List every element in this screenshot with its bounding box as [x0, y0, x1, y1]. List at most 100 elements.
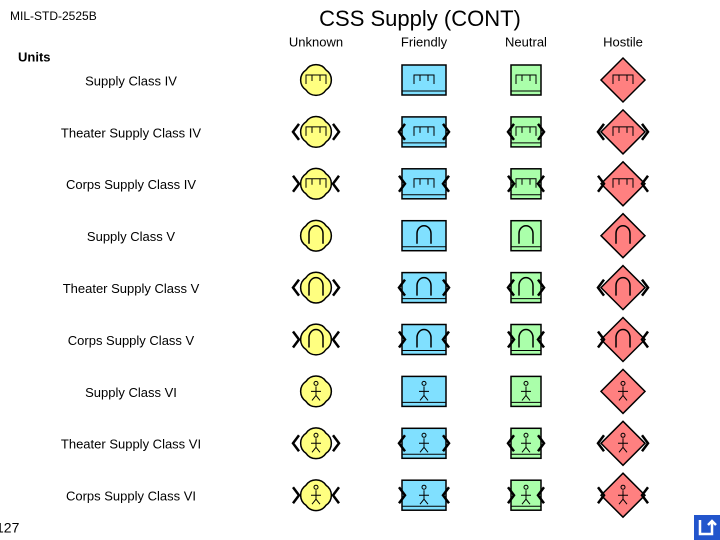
symbol — [510, 64, 542, 96]
class-iv-icon — [515, 126, 537, 136]
theater-modifier — [506, 123, 515, 141]
corps-modifier — [292, 175, 301, 193]
symbol — [599, 368, 647, 415]
button-icon[interactable] — [698, 519, 717, 536]
class-iv-icon — [305, 178, 327, 188]
corps-modifier — [507, 330, 516, 349]
corps-modifier — [507, 175, 516, 193]
class-iv-icon — [515, 74, 537, 84]
column-header: Unknown — [289, 34, 343, 49]
symbol — [506, 271, 546, 304]
symbol — [506, 427, 546, 460]
column-header: Hostile — [603, 34, 643, 49]
symbol — [292, 479, 340, 512]
slide-title: CSS Supply (CONT) — [319, 6, 521, 31]
theater-modifier — [641, 278, 650, 297]
row-label: Theater Supply Class VI — [61, 437, 201, 452]
symbol — [299, 375, 333, 408]
class-vi-icon — [311, 432, 321, 453]
symbol — [597, 160, 649, 207]
row-label: Corps Supply Class VI — [66, 489, 196, 504]
class-v-icon — [308, 328, 324, 348]
column-header: Friendly — [401, 34, 448, 49]
theater-modifier — [397, 278, 406, 297]
class-iv-icon — [612, 126, 634, 136]
class-vi-icon — [618, 432, 628, 453]
class-v-icon — [615, 225, 631, 244]
section-label: Units — [18, 49, 51, 64]
page-number: 127 — [0, 520, 20, 536]
theater-modifier — [506, 434, 515, 453]
theater-modifier — [397, 434, 406, 453]
corps-modifier — [398, 486, 407, 504]
symbol — [299, 63, 333, 97]
theater-modifier — [641, 434, 650, 453]
button-bg[interactable] — [694, 515, 720, 540]
class-iv-icon — [612, 178, 634, 188]
class-v-icon — [416, 276, 432, 296]
class-vi-icon — [521, 432, 531, 453]
symbol — [507, 323, 545, 356]
hostile-frame — [599, 264, 647, 311]
theater-modifier — [291, 434, 300, 453]
unknown-frame — [299, 219, 333, 252]
corps-modifier — [640, 175, 649, 193]
class-v-icon — [416, 225, 432, 244]
class-iv-icon — [612, 74, 634, 84]
theater-modifier — [332, 278, 341, 297]
theater-modifier — [537, 123, 546, 141]
friendly-frame — [401, 116, 447, 148]
symbol — [397, 427, 451, 460]
symbol — [291, 115, 341, 148]
corps-modifier — [536, 175, 545, 193]
standard-label: MIL-STD-2525B — [10, 9, 97, 23]
symbol — [507, 168, 545, 200]
symbol — [599, 212, 647, 259]
class-vi-icon — [618, 380, 628, 401]
corps-modifier — [441, 486, 450, 504]
corps-modifier — [292, 330, 301, 349]
symbol — [596, 264, 650, 311]
theater-modifier — [442, 434, 451, 453]
theater-modifier — [506, 278, 515, 297]
class-vi-icon — [618, 484, 628, 505]
friendly-frame — [401, 64, 447, 96]
symbol — [597, 472, 649, 519]
corps-modifier — [331, 486, 340, 504]
column-header: Neutral — [505, 34, 547, 49]
corps-modifier — [441, 175, 450, 193]
theater-modifier — [291, 123, 300, 141]
theater-modifier — [332, 123, 341, 141]
class-iv-icon — [515, 178, 537, 188]
symbol — [401, 64, 447, 96]
class-vi-icon — [521, 484, 531, 505]
theater-modifier — [332, 434, 341, 453]
row-label: Theater Supply Class V — [63, 281, 200, 296]
friendly-frame — [401, 168, 447, 200]
theater-modifier — [641, 123, 650, 141]
hostile-frame — [599, 316, 647, 363]
class-vi-icon — [311, 380, 321, 401]
symbol — [507, 479, 545, 511]
row-label: Supply Class VI — [85, 385, 177, 400]
hostile-frame — [599, 56, 647, 104]
theater-modifier — [596, 434, 605, 453]
class-iv-icon — [413, 126, 435, 136]
row-label: Corps Supply Class V — [68, 333, 195, 348]
unknown-frame — [299, 323, 333, 356]
theater-modifier — [442, 123, 451, 141]
symbol — [397, 116, 451, 148]
return-button[interactable] — [694, 515, 720, 540]
symbol — [506, 116, 546, 148]
corps-modifier — [640, 486, 649, 504]
symbol — [597, 316, 649, 363]
theater-modifier — [596, 123, 605, 141]
class-v-icon — [518, 225, 534, 244]
symbol — [510, 375, 542, 408]
row-label: Supply Class V — [87, 229, 175, 244]
symbol — [596, 108, 650, 155]
hostile-frame — [599, 212, 647, 259]
symbol — [398, 168, 450, 200]
class-v-icon — [615, 328, 631, 348]
